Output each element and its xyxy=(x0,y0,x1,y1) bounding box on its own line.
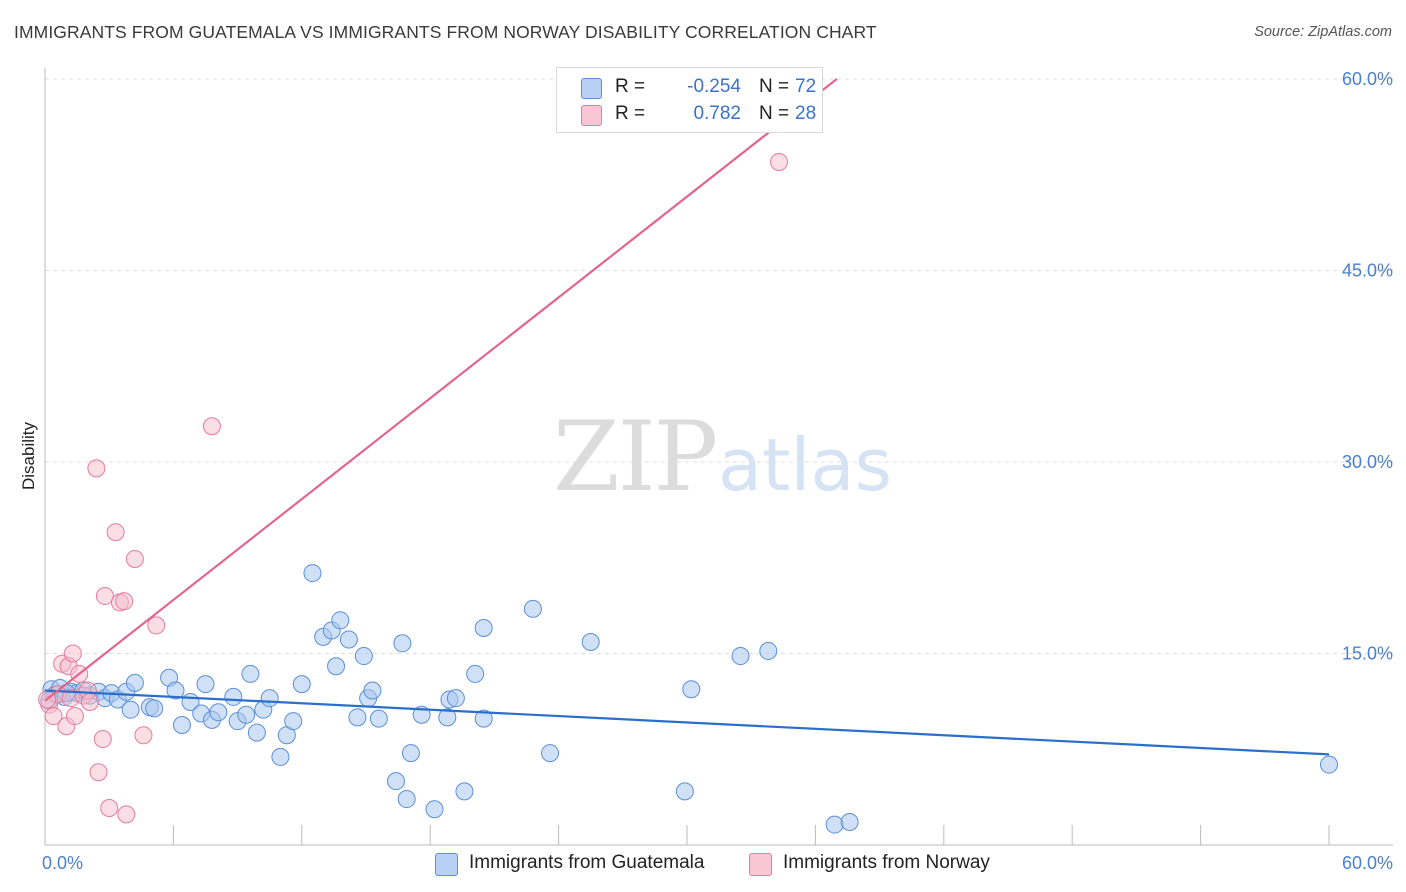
norway-point xyxy=(106,523,125,542)
guatemala-point xyxy=(682,680,701,699)
watermark: ZIP atlas xyxy=(553,401,892,513)
norway-point xyxy=(134,726,153,745)
norway-point xyxy=(202,417,221,436)
legend-swatch-guatemala xyxy=(581,78,602,99)
norway-point xyxy=(770,152,789,171)
legend-n-value: 72 xyxy=(795,76,817,97)
guatemala-point xyxy=(166,681,185,700)
guatemala-point xyxy=(759,641,778,660)
y-tick-label: 15.0% xyxy=(1342,644,1393,664)
guatemala-point xyxy=(196,675,215,694)
guatemala-point xyxy=(271,747,290,766)
x-tick-label: 0.0% xyxy=(42,853,83,873)
norway-point xyxy=(65,707,84,726)
guatemala-point xyxy=(241,664,260,683)
y-axis-label: Disability xyxy=(19,421,38,490)
y-tick-label: 30.0% xyxy=(1342,452,1393,472)
guatemala-point xyxy=(825,815,844,834)
guatemala-point xyxy=(438,708,457,727)
bottom-legend-label-guatemala: Immigrants from Guatemala xyxy=(469,852,705,873)
guatemala-point xyxy=(145,699,164,718)
guatemala-point xyxy=(348,708,367,727)
guatemala-point xyxy=(121,700,140,719)
grid-lines xyxy=(45,78,1393,654)
guatemala-point xyxy=(339,630,358,649)
legend-n-value: 28 xyxy=(795,103,817,124)
guatemala-point xyxy=(401,744,420,763)
norway-point xyxy=(125,550,144,569)
bottom-legend-label-norway: Immigrants from Norway xyxy=(783,852,990,873)
legend-r-value: -0.254 xyxy=(687,76,741,97)
norway-points xyxy=(38,152,789,824)
guatemala-point xyxy=(354,647,373,666)
guatemala-point xyxy=(541,744,560,763)
norway-point xyxy=(89,763,108,782)
guatemala-point xyxy=(393,634,412,653)
guatemala-point xyxy=(125,673,144,692)
legend-r-label: R = xyxy=(615,76,646,97)
guatemala-point xyxy=(363,681,382,700)
norway-point xyxy=(115,592,134,611)
guatemala-point xyxy=(581,633,600,652)
correlation-legend: R = -0.254 N = 72 R = 0.782 N = 28 xyxy=(556,67,823,133)
watermark-atlas: atlas xyxy=(718,423,892,507)
bottom-legend-swatch-guatemala xyxy=(435,853,458,876)
source-credit: Source: ZipAtlas.com xyxy=(1254,24,1392,40)
x-tick-label: 60.0% xyxy=(1342,853,1393,873)
y-tick-label: 45.0% xyxy=(1342,261,1393,281)
y-tick-label: 60.0% xyxy=(1342,69,1393,89)
tick-labels: 15.0% 30.0% 45.0% 60.0% 0.0% 60.0% xyxy=(42,69,1393,873)
guatemala-point xyxy=(369,709,388,728)
guatemala-point xyxy=(386,772,405,791)
guatemala-point xyxy=(455,782,474,801)
norway-point xyxy=(93,730,112,749)
norway-point xyxy=(117,805,136,824)
guatemala-point xyxy=(284,712,303,731)
guatemala-point xyxy=(425,800,444,819)
guatemala-point xyxy=(1320,755,1338,774)
trend-lines xyxy=(44,78,1330,756)
guatemala-trend-line xyxy=(44,689,1330,756)
guatemala-point xyxy=(731,647,750,666)
guatemala-point xyxy=(260,689,279,708)
chart-title: IMMIGRANTS FROM GUATEMALA VS IMMIGRANTS … xyxy=(14,22,877,42)
legend-r-label: R = xyxy=(615,103,646,124)
guatemala-point xyxy=(466,664,485,683)
guatemala-point xyxy=(331,611,350,630)
guatemala-point xyxy=(446,689,465,708)
guatemala-point xyxy=(840,813,859,832)
norway-point xyxy=(44,707,63,726)
norway-point xyxy=(87,459,106,478)
bottom-legend-swatch-norway xyxy=(749,853,772,876)
guatemala-points xyxy=(40,564,1338,834)
legend-n-label: N = xyxy=(759,103,790,124)
guatemala-point xyxy=(523,599,542,618)
guatemala-point xyxy=(474,709,493,728)
legend-r-value: 0.782 xyxy=(693,103,741,124)
guatemala-point xyxy=(209,703,228,722)
norway-point xyxy=(95,587,114,606)
guatemala-point xyxy=(397,790,416,809)
guatemala-point xyxy=(303,564,322,583)
guatemala-point xyxy=(675,782,694,801)
norway-point xyxy=(63,644,82,663)
norway-point xyxy=(147,616,166,635)
legend-n-label: N = xyxy=(759,76,790,97)
guatemala-point xyxy=(292,675,311,694)
guatemala-point xyxy=(224,687,243,706)
norway-point xyxy=(100,798,119,817)
watermark-zip: ZIP xyxy=(553,401,716,513)
norway-trend-line xyxy=(44,78,838,702)
legend-swatch-norway xyxy=(581,105,602,126)
guatemala-point xyxy=(172,715,191,734)
guatemala-point xyxy=(237,705,256,724)
norway-point xyxy=(80,693,99,712)
guatemala-point xyxy=(247,723,266,742)
guatemala-point xyxy=(327,657,346,676)
guatemala-point xyxy=(474,618,493,637)
